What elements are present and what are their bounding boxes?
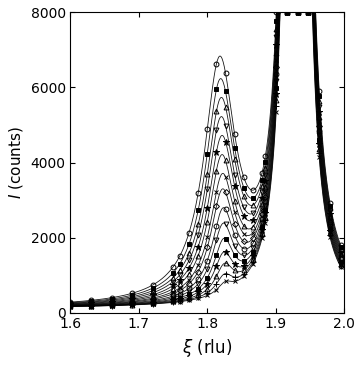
X-axis label: $\xi$ (rlu): $\xi$ (rlu) — [182, 337, 232, 359]
Y-axis label: $I$ (counts): $I$ (counts) — [7, 126, 25, 199]
